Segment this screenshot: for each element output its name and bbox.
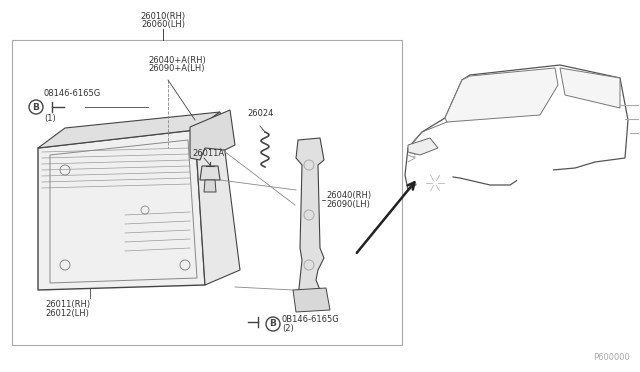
Polygon shape [190, 110, 235, 160]
Text: (1): (1) [44, 114, 56, 123]
Circle shape [525, 165, 545, 185]
Text: 26011A: 26011A [192, 149, 224, 158]
Polygon shape [293, 288, 330, 312]
Text: 0B146-6165G: 0B146-6165G [282, 315, 340, 324]
Text: 26040+A(RH): 26040+A(RH) [148, 56, 205, 65]
Polygon shape [195, 112, 240, 285]
Polygon shape [405, 65, 628, 190]
Polygon shape [38, 112, 220, 148]
Text: 26010(RH): 26010(RH) [140, 12, 186, 21]
Text: B: B [33, 103, 40, 112]
Text: 08146-6165G: 08146-6165G [44, 89, 101, 98]
Text: 26090(LH): 26090(LH) [326, 199, 370, 208]
Text: 26012(LH): 26012(LH) [45, 309, 89, 318]
Text: 26024: 26024 [247, 109, 273, 118]
Polygon shape [200, 166, 220, 180]
Polygon shape [38, 130, 205, 290]
Text: 26060(LH): 26060(LH) [141, 20, 185, 29]
Circle shape [517, 157, 553, 193]
Polygon shape [296, 138, 324, 302]
Polygon shape [204, 180, 216, 192]
Circle shape [417, 165, 453, 201]
Polygon shape [408, 138, 438, 155]
Polygon shape [560, 68, 620, 108]
Text: B: B [269, 320, 276, 328]
Text: 26011(RH): 26011(RH) [45, 300, 90, 309]
Text: (2): (2) [282, 324, 294, 334]
Circle shape [425, 173, 445, 193]
Text: P600000: P600000 [593, 353, 630, 362]
Text: 26090+A(LH): 26090+A(LH) [148, 64, 205, 73]
Text: 26040(RH): 26040(RH) [326, 190, 371, 199]
Polygon shape [445, 68, 558, 122]
Bar [12, 40, 402, 345]
